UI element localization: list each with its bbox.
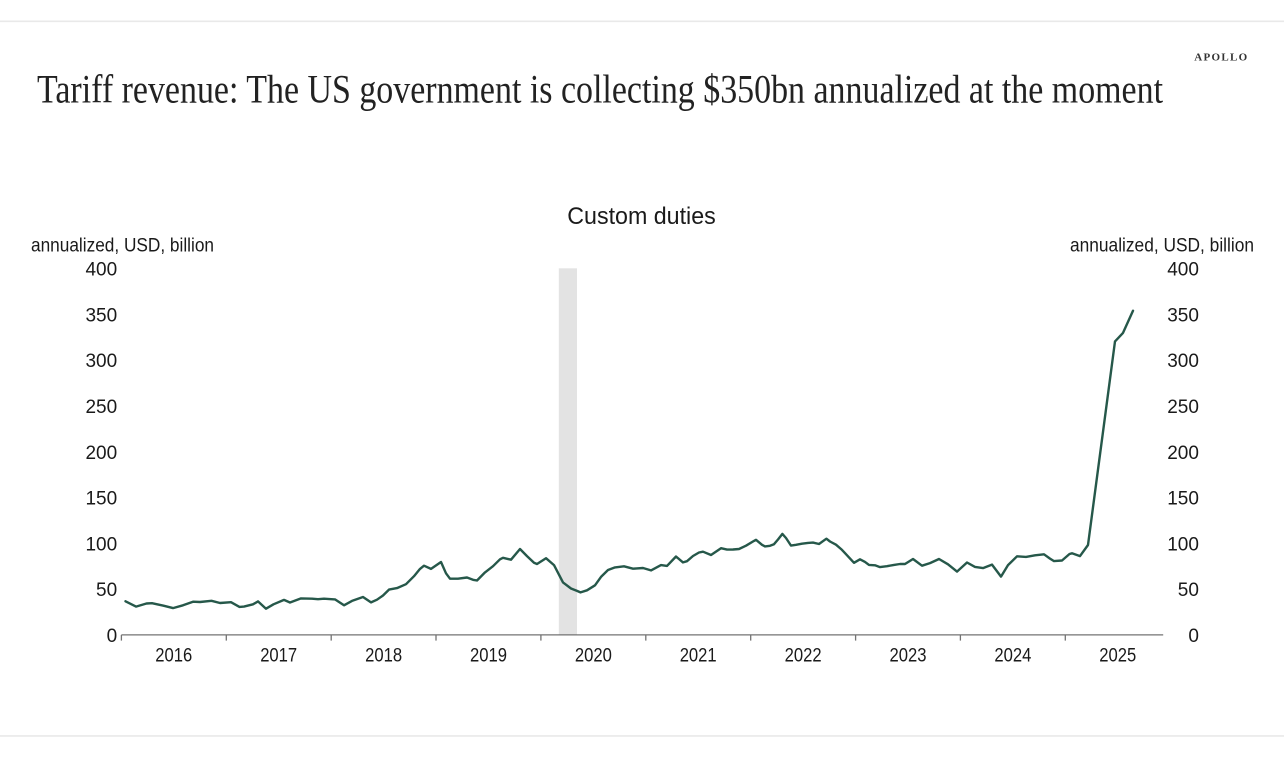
svg-text:2020: 2020 [575, 645, 612, 666]
svg-text:200: 200 [1167, 443, 1199, 464]
svg-text:100: 100 [85, 534, 117, 555]
svg-text:2018: 2018 [365, 645, 402, 666]
svg-text:annualized, USD, billion: annualized, USD, billion [31, 235, 214, 256]
svg-text:2016: 2016 [155, 645, 192, 666]
svg-text:annualized, USD, billion: annualized, USD, billion [1070, 235, 1254, 256]
svg-text:400: 400 [1167, 260, 1199, 281]
svg-text:0: 0 [107, 626, 118, 647]
svg-text:2022: 2022 [785, 645, 822, 666]
svg-text:2025: 2025 [1099, 645, 1136, 666]
svg-text:250: 250 [1167, 397, 1199, 418]
svg-text:2017: 2017 [260, 645, 297, 666]
svg-text:2019: 2019 [470, 645, 507, 666]
svg-text:150: 150 [1167, 489, 1199, 510]
svg-text:APOLLO: APOLLO [1194, 51, 1248, 63]
svg-text:300: 300 [85, 351, 117, 372]
svg-text:150: 150 [85, 489, 117, 510]
svg-text:350: 350 [85, 306, 117, 327]
svg-text:400: 400 [85, 260, 117, 281]
svg-text:350: 350 [1167, 306, 1199, 327]
svg-text:2024: 2024 [994, 645, 1031, 666]
svg-text:300: 300 [1167, 351, 1199, 372]
svg-text:Tariff revenue: The US governm: Tariff revenue: The US government is col… [37, 66, 1163, 111]
svg-text:200: 200 [85, 443, 117, 464]
svg-text:0: 0 [1188, 626, 1199, 647]
svg-text:100: 100 [1167, 534, 1199, 555]
svg-text:2021: 2021 [680, 645, 717, 666]
svg-text:50: 50 [96, 580, 117, 601]
svg-text:Custom duties: Custom duties [567, 203, 716, 230]
svg-text:2023: 2023 [890, 645, 927, 666]
svg-text:50: 50 [1178, 580, 1199, 601]
svg-text:250: 250 [85, 397, 117, 418]
